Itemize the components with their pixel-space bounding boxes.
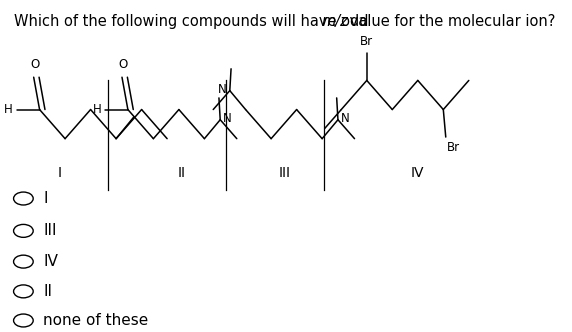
Text: II: II [43,284,52,299]
Text: I: I [57,166,61,180]
Text: I: I [43,191,47,206]
Text: m/z: m/z [321,14,348,29]
Text: N: N [217,83,227,96]
Text: H: H [5,103,13,116]
Text: H: H [93,103,101,116]
Text: III: III [279,166,291,180]
Text: IV: IV [411,166,424,180]
Text: value for the molecular ion?: value for the molecular ion? [344,14,555,29]
Text: IV: IV [43,254,58,269]
Text: III: III [43,223,57,238]
Text: N: N [223,112,232,124]
Text: O: O [119,58,128,71]
Text: Br: Br [360,35,374,48]
Text: N: N [341,112,349,124]
Text: Br: Br [447,141,460,154]
Text: II: II [178,166,186,180]
Text: none of these: none of these [43,313,148,328]
Text: Which of the following compounds will have odd: Which of the following compounds will ha… [14,14,373,29]
Text: O: O [30,58,40,71]
